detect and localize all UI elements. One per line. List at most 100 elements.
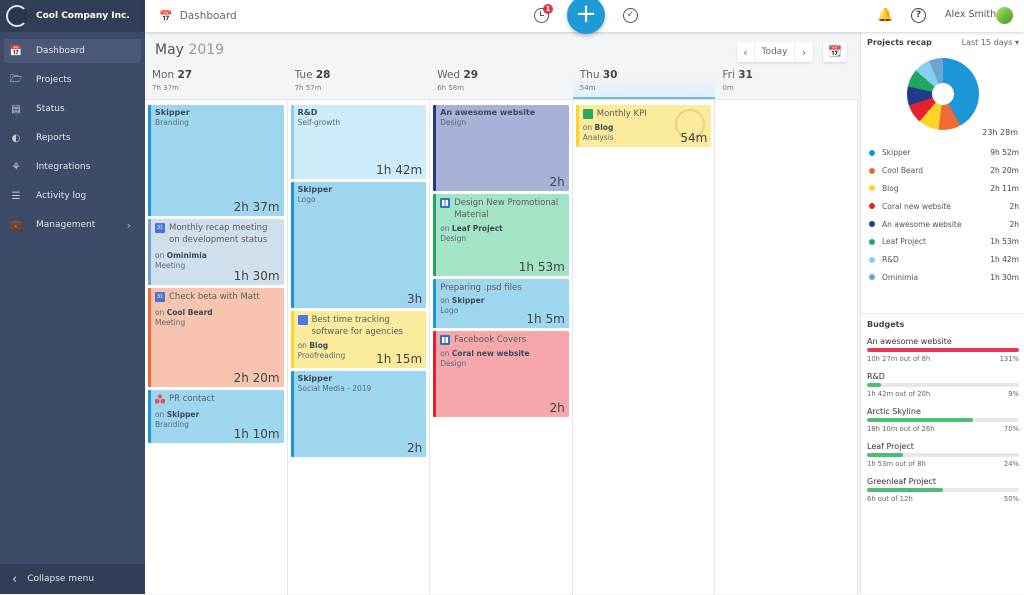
today-button[interactable]: Today <box>755 42 795 62</box>
integrations-icon: ⚘ <box>11 161 21 173</box>
budgets-section: Budgets An awesome website 10h 27m out o… <box>861 320 1024 512</box>
add-time-entry-button[interactable]: + <box>567 0 605 34</box>
entry-duration: 1h 15m <box>376 352 423 366</box>
folder-icon: 🗁 <box>9 73 23 85</box>
day-total: 6h 58m <box>437 84 465 92</box>
day-total: 54m <box>579 84 596 92</box>
approvals-check-icon[interactable]: ✓ <box>623 8 638 23</box>
day-column-fri <box>715 100 858 595</box>
google-docs-icon <box>297 315 308 325</box>
sidebar-item-integrations[interactable]: ⚘ Integrations <box>4 155 141 179</box>
sidebar-item-label: Management <box>36 220 96 230</box>
day-header-fri: Fri 31 0m <box>715 69 858 99</box>
breadcrumb: 📅 Dashboard <box>145 10 237 23</box>
status-icon: ▤ <box>11 103 21 115</box>
time-entry[interactable]: R&D Self-growth 1h 42m <box>290 105 427 179</box>
trello-icon <box>440 198 451 208</box>
bell-icon[interactable]: 🔔 <box>877 8 894 23</box>
calendar-icon: 📅 <box>9 45 23 57</box>
time-entry[interactable]: Preparing .psd files on Skipper Logo 1h … <box>433 279 569 328</box>
chevron-right-icon: › <box>126 218 131 232</box>
day-header-tue: Tue 28 7h 57m <box>288 69 431 99</box>
sidebar-item-reports[interactable]: ◐ Reports <box>4 126 141 150</box>
entry-duration: 3h <box>406 292 423 306</box>
time-entry[interactable]: PR contact on Skipper Branding 1h 10m <box>148 390 284 443</box>
day-header-wed: Wed 29 6h 58m <box>430 69 573 99</box>
legend-item[interactable]: Blog 2h 11m <box>861 180 1024 198</box>
company-switcher[interactable]: Cool Company Inc. <box>0 0 145 32</box>
budget-item[interactable]: Leaf Project 1h 53m out of 8h 24% <box>867 442 1019 468</box>
budget-item[interactable]: Greenleaf Project 6h out of 12h 50% <box>867 477 1019 503</box>
budget-progress-bar <box>867 453 1019 457</box>
asana-icon <box>155 394 165 404</box>
budget-item[interactable]: R&D 1h 42m out of 20h 9% <box>867 372 1019 398</box>
divider <box>861 313 1024 314</box>
year: 2019 <box>188 42 225 58</box>
time-entry[interactable]: An awesome website Design 2h <box>433 105 569 191</box>
period-dropdown[interactable]: Last 15 days ▾ <box>961 38 1019 47</box>
budget-progress-bar <box>867 383 1019 387</box>
collapse-menu-button[interactable]: ‹ Collapse menu <box>0 564 145 594</box>
month-title: May 2019 <box>155 42 224 58</box>
entry-duration: 2h 37m <box>233 200 280 214</box>
activity-log-icon: ☰ <box>11 190 21 202</box>
time-entry-running[interactable]: Monthly KPI on Blog Analysis 54m <box>575 105 712 147</box>
legend-item[interactable]: An awesome website 2h <box>861 215 1024 233</box>
recap-legend: Skipper 9h 52m Cool Beard 2h 20m Blog 2h 11… <box>861 144 1024 286</box>
calendar-settings-button[interactable]: 📆 <box>823 42 847 62</box>
time-entry[interactable]: Skipper Logo 3h <box>290 182 427 308</box>
google-calendar-icon: 31 <box>155 223 165 233</box>
help-icon[interactable]: ? <box>911 8 926 23</box>
timer-icon[interactable] <box>534 8 549 23</box>
topbar: 📅 Dashboard 1 + ✓ 🔔 ? Alex Smith <box>145 0 1024 34</box>
budget-item[interactable]: An awesome website 10h 27m out of 8h 131% <box>867 337 1019 363</box>
previous-week-button[interactable]: ‹ <box>737 42 755 62</box>
day-total: 0m <box>722 84 734 92</box>
time-entry[interactable]: Skipper Social Media - 2019 2h <box>290 371 427 457</box>
legend-item[interactable]: Leaf Project 1h 53m <box>861 233 1024 251</box>
time-entry[interactable]: Best time tracking software for agencies… <box>290 311 427 368</box>
sidebar-item-projects[interactable]: 🗁 Projects <box>4 68 141 92</box>
month-name: May <box>155 42 184 58</box>
recap-total: 23h 28m <box>982 128 1018 137</box>
time-entry[interactable]: Skipper Branding 2h 37m <box>148 105 284 216</box>
right-panel: Projects recap Last 15 days ▾ 23h 28m Sk… <box>860 32 1024 594</box>
main-nav: 📅 Dashboard 🗁 Projects ▤ Status ◐ Report… <box>0 32 145 237</box>
avatar[interactable] <box>996 7 1013 24</box>
entry-duration: 1h 5m <box>526 312 565 326</box>
day-headers: Mon 27 7h 37m Tue 28 7h 57m Wed 29 6h 58m T… <box>145 69 858 99</box>
entry-duration: 2h <box>406 441 423 455</box>
time-entry[interactable]: 31 Check beta with Matt on Cool Beard Mee… <box>148 288 284 387</box>
time-entry[interactable]: Design New Promotional Material on Leaf … <box>433 194 569 276</box>
google-sheets-icon <box>582 109 593 119</box>
legend-item[interactable]: Coral new website 2h <box>861 197 1024 215</box>
entry-duration: 2h <box>549 175 565 189</box>
sidebar-item-label: Dashboard <box>36 46 85 56</box>
sidebar-item-dashboard[interactable]: 📅 Dashboard <box>4 39 141 63</box>
legend-item[interactable]: Ominimia 1h 30m <box>861 269 1024 287</box>
budget-progress-bar <box>867 418 1019 422</box>
google-calendar-icon: 31 <box>155 292 165 302</box>
day-total: 7h 57m <box>294 84 322 92</box>
day-column-mon: Skipper Branding 2h 37m 31 Monthly recap … <box>145 100 288 595</box>
company-name: Cool Company Inc. <box>36 11 130 21</box>
legend-item[interactable]: R&D 1h 42m <box>861 251 1024 269</box>
budget-item[interactable]: Arctic Skyline 18h 10m out of 26h 70% <box>867 407 1019 433</box>
entry-duration: 1h 42m <box>376 163 423 177</box>
legend-item[interactable]: Cool Beard 2h 20m <box>861 162 1024 180</box>
company-logo-icon <box>6 5 28 27</box>
time-entry[interactable]: 31 Monthly recap meeting on development s… <box>148 219 284 285</box>
sidebar: Cool Company Inc. 📅 Dashboard 🗁 Projects… <box>0 0 145 594</box>
sidebar-item-label: Integrations <box>36 162 91 172</box>
user-name[interactable]: Alex Smith <box>945 9 997 20</box>
next-week-button[interactable]: › <box>801 45 807 59</box>
sidebar-item-status[interactable]: ▤ Status <box>4 97 141 121</box>
week-calendar: May 2019 ‹ Today › 📆 Mon 27 7h 37m Tue 28… <box>145 32 858 595</box>
time-entry[interactable]: Facebook Covers on Coral new website Des… <box>433 331 569 417</box>
entry-duration: 1h 53m <box>518 260 565 274</box>
day-header-thu: Thu 30 54m <box>572 69 716 99</box>
sidebar-item-activity-log[interactable]: ☰ Activity log <box>4 184 141 208</box>
day-column-wed: An awesome website Design 2h Design New … <box>430 100 573 595</box>
sidebar-item-management[interactable]: 💼 Management › <box>4 213 141 237</box>
legend-item[interactable]: Skipper 9h 52m <box>861 144 1024 162</box>
